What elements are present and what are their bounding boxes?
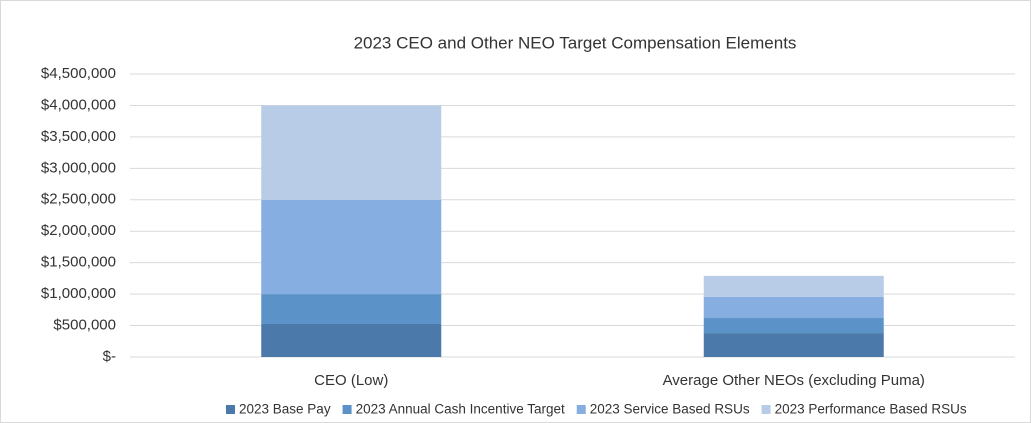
x-tick-label: CEO (Low) <box>314 372 388 389</box>
bar-segment <box>703 296 884 319</box>
legend-swatch <box>761 405 771 414</box>
bar-segment <box>261 199 442 295</box>
y-tick-label: $2,000,000 <box>41 222 116 239</box>
chart-title: 2023 CEO and Other NEO Target Compensati… <box>354 33 797 52</box>
legend-swatch <box>226 405 235 414</box>
y-tick-label: $1,500,000 <box>41 254 116 271</box>
bar-segment <box>261 105 442 200</box>
legend-label: 2023 Performance Based RSUs <box>775 402 967 417</box>
y-tick-label: $3,000,000 <box>41 159 116 176</box>
y-tick-label: $500,000 <box>53 317 116 334</box>
x-tick-label: Average Other NEOs (excluding Puma) <box>663 372 925 389</box>
legend-label: 2023 Service Based RSUs <box>590 402 750 417</box>
bar-segment <box>703 333 884 357</box>
bar-segment <box>703 318 884 334</box>
legend-label: 2023 Annual Cash Incentive Target <box>356 402 565 417</box>
y-tick-label: $4,000,000 <box>41 96 116 113</box>
bar-segment <box>703 275 884 297</box>
legend-label: 2023 Base Pay <box>239 402 331 417</box>
legend-swatch <box>576 405 586 414</box>
bar-segment <box>261 294 442 324</box>
bar-segment <box>261 323 442 357</box>
y-tick-label: $4,500,000 <box>41 65 116 82</box>
legend-swatch <box>342 405 352 414</box>
y-tick-label: $3,500,000 <box>41 128 116 145</box>
y-tick-label: $- <box>103 348 116 365</box>
y-tick-label: $1,000,000 <box>41 285 116 302</box>
y-tick-label: $2,500,000 <box>41 191 116 208</box>
